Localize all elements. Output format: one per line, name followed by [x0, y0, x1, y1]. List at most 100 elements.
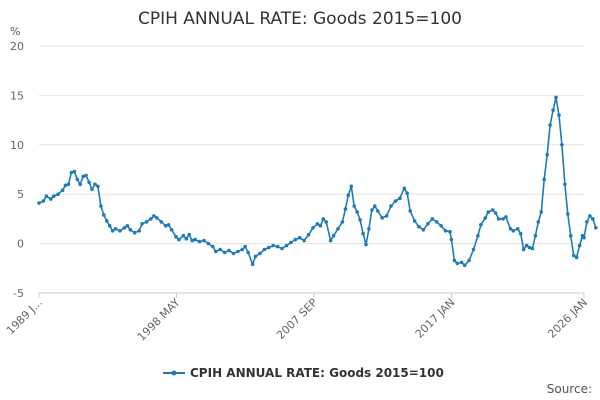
data-point[interactable] [568, 233, 573, 238]
data-point[interactable] [328, 238, 333, 243]
data-point[interactable] [384, 214, 389, 218]
data-point[interactable] [398, 196, 402, 200]
data-point[interactable] [81, 174, 85, 179]
data-point[interactable] [426, 222, 430, 226]
data-point[interactable] [315, 222, 320, 226]
data-point[interactable] [69, 170, 74, 175]
data-point[interactable] [258, 251, 262, 256]
data-point[interactable] [284, 243, 289, 248]
data-point[interactable] [508, 227, 513, 231]
data-point[interactable] [181, 233, 186, 238]
data-point[interactable] [554, 95, 558, 100]
data-point[interactable] [211, 244, 215, 249]
data-point[interactable] [545, 152, 549, 157]
data-point[interactable] [380, 216, 385, 220]
data-point[interactable] [318, 224, 323, 228]
data-point[interactable] [184, 236, 189, 241]
data-point[interactable] [214, 249, 218, 254]
data-point[interactable] [511, 229, 516, 233]
data-point[interactable] [132, 230, 137, 235]
data-point[interactable] [542, 177, 546, 182]
data-point[interactable] [504, 215, 508, 219]
data-point[interactable] [560, 143, 564, 147]
data-point[interactable] [471, 247, 476, 252]
data-point[interactable] [349, 184, 354, 189]
data-point[interactable] [412, 219, 417, 223]
data-point[interactable] [402, 186, 407, 191]
data-point[interactable] [358, 218, 362, 222]
data-point[interactable] [177, 237, 181, 242]
data-point[interactable] [144, 220, 149, 224]
data-point[interactable] [236, 249, 240, 254]
data-point[interactable] [448, 229, 452, 234]
data-point[interactable] [66, 182, 71, 187]
data-point[interactable] [393, 199, 398, 203]
data-point[interactable] [563, 182, 567, 187]
data-point[interactable] [324, 220, 329, 224]
data-point[interactable] [84, 173, 88, 178]
data-point[interactable] [105, 219, 109, 223]
data-point[interactable] [152, 214, 156, 218]
data-point[interactable] [227, 248, 231, 253]
data-point[interactable] [90, 187, 94, 192]
data-point[interactable] [582, 235, 586, 240]
data-point[interactable] [275, 244, 280, 249]
data-point[interactable] [246, 250, 250, 255]
data-point[interactable] [311, 226, 315, 230]
data-point[interactable] [110, 229, 115, 233]
data-point[interactable] [163, 224, 168, 228]
data-point[interactable] [352, 204, 357, 208]
data-point[interactable] [113, 227, 118, 231]
data-point[interactable] [370, 208, 374, 212]
data-point[interactable] [193, 237, 197, 242]
data-point[interactable] [87, 180, 91, 185]
data-point[interactable] [591, 217, 595, 221]
data-point[interactable] [486, 210, 491, 214]
data-point[interactable] [51, 194, 56, 198]
data-point[interactable] [306, 232, 311, 237]
data-point[interactable] [452, 258, 457, 263]
data-point[interactable] [231, 251, 236, 256]
data-point[interactable] [206, 241, 211, 246]
data-point[interactable] [343, 207, 348, 211]
data-point[interactable] [137, 229, 141, 233]
data-point[interactable] [155, 216, 159, 220]
data-point[interactable] [574, 255, 579, 260]
data-point[interactable] [459, 260, 464, 265]
data-point[interactable] [271, 243, 276, 248]
data-point[interactable] [197, 239, 202, 244]
data-point[interactable] [280, 246, 284, 251]
data-point[interactable] [376, 209, 380, 213]
data-point[interactable] [355, 210, 360, 214]
data-point[interactable] [169, 228, 174, 232]
data-point[interactable] [530, 246, 535, 251]
data-point[interactable] [533, 233, 538, 238]
data-point[interactable] [443, 229, 448, 233]
data-point[interactable] [501, 217, 505, 221]
data-point[interactable] [483, 216, 488, 220]
data-point[interactable] [49, 197, 53, 201]
data-point[interactable] [493, 211, 498, 215]
data-point[interactable] [439, 224, 443, 228]
data-point[interactable] [250, 262, 255, 267]
data-point[interactable] [496, 217, 501, 221]
data-point[interactable] [515, 227, 520, 231]
data-point[interactable] [149, 217, 153, 221]
data-point[interactable] [60, 188, 65, 192]
data-point[interactable] [430, 217, 435, 221]
data-point[interactable] [107, 224, 112, 228]
data-point[interactable] [190, 238, 194, 243]
data-point[interactable] [166, 223, 171, 227]
data-point[interactable] [218, 247, 222, 252]
data-point[interactable] [336, 227, 340, 231]
data-point[interactable] [187, 232, 191, 237]
data-point[interactable] [78, 182, 82, 187]
data-point[interactable] [174, 234, 178, 239]
data-point[interactable] [243, 244, 247, 249]
data-point[interactable] [417, 225, 421, 229]
data-point[interactable] [571, 253, 576, 258]
data-point[interactable] [536, 220, 541, 224]
data-point[interactable] [72, 169, 77, 174]
data-point[interactable] [222, 250, 227, 255]
data-point[interactable] [63, 183, 68, 188]
